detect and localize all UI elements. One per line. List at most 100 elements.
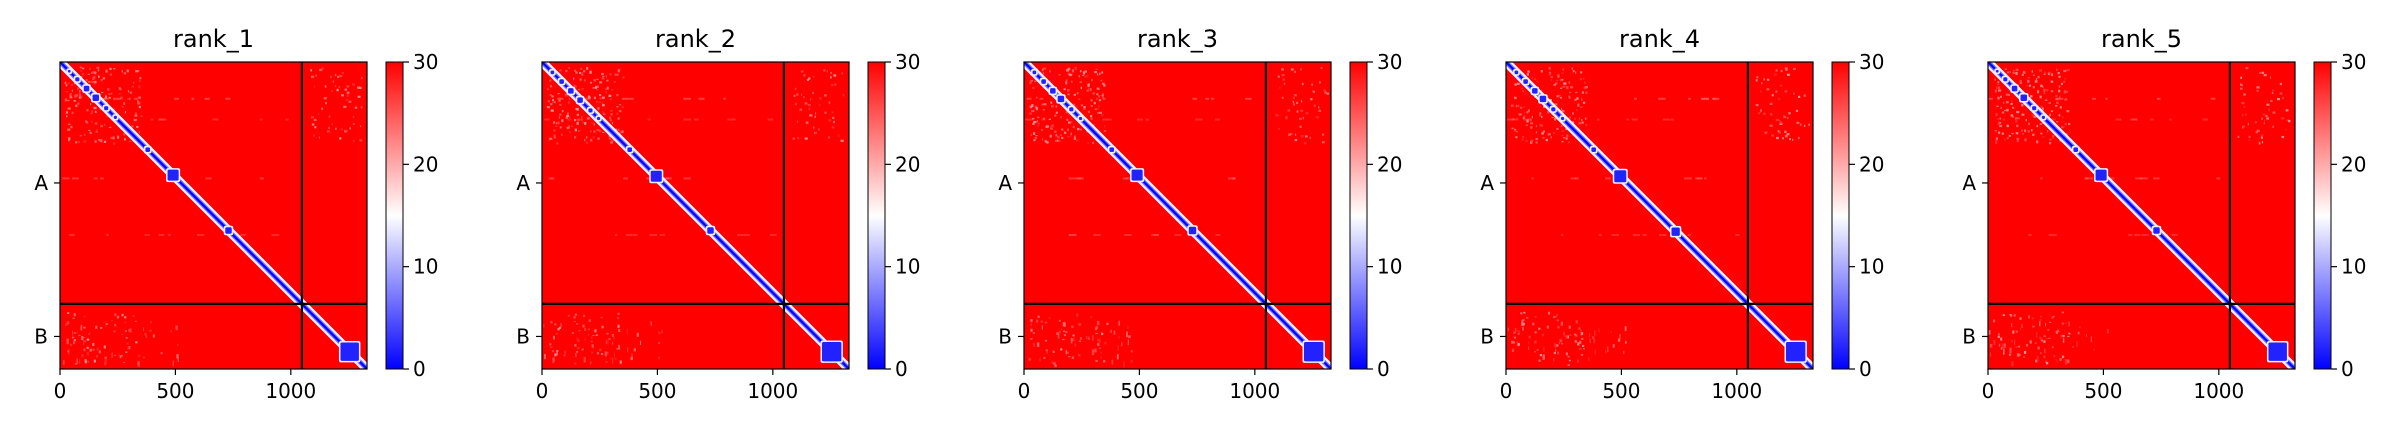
- heatmap-cell: [1041, 118, 1046, 121]
- heatmap-cell: [2021, 324, 2023, 328]
- heatmap-cell: [1036, 319, 1039, 323]
- heatmap-cell: [2063, 90, 2066, 94]
- heatmap-cell: [1658, 233, 1667, 236]
- heatmap-cell: [310, 75, 315, 78]
- heatmap-cell: [577, 339, 580, 342]
- heatmap-cell: [796, 120, 799, 123]
- plot-frame: [1023, 61, 1332, 370]
- heatmap-cell: [2009, 314, 2012, 316]
- heatmap-cell: [1068, 113, 1070, 116]
- diagonal-domain: [1109, 147, 1115, 153]
- colorbar-tick-label: 20: [1859, 152, 1884, 176]
- heatmap-cell: [1584, 117, 1587, 120]
- heatmap-cell: [2001, 111, 2005, 114]
- heatmap-cell: [1094, 70, 1097, 74]
- heatmap-cell: [1030, 328, 1033, 332]
- heatmap-cell: [1764, 131, 1768, 134]
- heatmap-cell: [113, 68, 116, 70]
- heatmap-cell: [544, 118, 550, 121]
- heatmap-cell: [1588, 357, 1590, 362]
- heatmap-cell: [1777, 130, 1780, 133]
- heatmap-cell: [1552, 132, 1556, 134]
- heatmap-cell: [80, 324, 83, 331]
- heatmap-cell: [1076, 128, 1080, 131]
- heatmap-cell: [1766, 88, 1770, 91]
- heatmap-cell: [93, 359, 96, 363]
- heatmap-cell: [144, 332, 147, 336]
- panel-title: rank_4: [1619, 25, 1700, 53]
- heatmap-cell: [2017, 345, 2021, 348]
- heatmap-cell: [1593, 338, 1596, 344]
- heatmap-cell: [113, 354, 117, 357]
- heatmap-cell: [68, 137, 71, 141]
- heatmap-cell: [833, 74, 837, 77]
- heatmap-cell: [2052, 316, 2055, 318]
- heatmap-cell: [2021, 74, 2024, 76]
- heatmap-cell: [1996, 105, 1999, 108]
- heatmap-cell: [119, 355, 122, 359]
- heatmap-cell: [590, 361, 592, 365]
- heatmap-cell: [1043, 117, 1045, 120]
- heatmap-cell: [1039, 358, 1041, 362]
- heatmap-cell: [2033, 115, 2037, 118]
- heatmap-cell: [1992, 319, 1996, 323]
- heatmap-cell: [577, 88, 581, 91]
- diagonal-domain: [588, 108, 593, 113]
- heatmap-cell: [2005, 101, 2009, 104]
- heatmap-cell: [2060, 334, 2063, 338]
- heatmap-cell: [1053, 362, 1056, 365]
- heatmap-cell: [2029, 340, 2032, 344]
- heatmap-cell: [1575, 320, 1578, 324]
- heatmap-cell: [80, 69, 83, 72]
- heatmap-cell: [1780, 69, 1783, 73]
- heatmap-cell: [1534, 78, 1537, 80]
- heatmap-cell: [1195, 118, 1203, 121]
- heatmap-cell: [1277, 75, 1280, 78]
- heatmap-cell: [1580, 71, 1583, 74]
- heatmap-cell: [2062, 334, 2065, 337]
- heatmap-cell: [830, 76, 832, 79]
- heatmap-cell: [1597, 118, 1600, 121]
- heatmap-cell: [336, 88, 339, 91]
- diagonal-domain: [2095, 169, 2107, 181]
- heatmap-cell: [1205, 97, 1210, 100]
- heatmap-cell: [2009, 70, 2011, 74]
- heatmap-cell: [134, 320, 137, 323]
- heatmap-cell: [108, 96, 112, 99]
- heatmap-cell: [590, 138, 593, 142]
- heatmap-cell: [1539, 354, 1543, 357]
- heatmap-cell: [824, 111, 827, 114]
- heatmap-cell: [792, 137, 795, 140]
- heatmap-cell: [619, 68, 621, 71]
- heatmap-cell: [1065, 79, 1068, 82]
- heatmap-cell: [2036, 90, 2040, 94]
- heatmap-cell: [75, 141, 78, 144]
- heatmap-cell: [1783, 115, 1787, 119]
- heatmap-cell: [2017, 117, 2020, 120]
- heatmap-cell: [1766, 78, 1770, 81]
- heatmap-cell: [120, 96, 123, 100]
- heatmap-cell: [767, 118, 774, 121]
- heatmap-cell: [597, 137, 600, 140]
- heatmap-cell: [584, 121, 587, 125]
- heatmap-cell: [612, 357, 614, 364]
- heatmap-cell: [136, 100, 139, 103]
- heatmap-cell: [588, 319, 591, 323]
- colorbar-tick-label: 20: [1377, 152, 1402, 176]
- heatmap-cell: [1687, 233, 1691, 236]
- heatmap-cell: [2059, 95, 2061, 99]
- heatmap-cell: [2040, 105, 2043, 108]
- heatmap-cell: [1775, 90, 1778, 93]
- heatmap-cell: [1118, 320, 1120, 326]
- heatmap-cell: [1531, 115, 1533, 119]
- heatmap-cell: [551, 177, 555, 180]
- heatmap-cell: [2038, 69, 2043, 72]
- heatmap-cell: [1044, 140, 1047, 143]
- colorbar-tick-label: 0: [895, 357, 908, 381]
- heatmap-plot-area: [1988, 62, 2295, 369]
- heatmap-cell: [2049, 113, 2051, 116]
- heatmap-cell: [557, 93, 560, 95]
- heatmap-cell: [1036, 120, 1039, 123]
- heatmap-cell: [1520, 87, 1524, 90]
